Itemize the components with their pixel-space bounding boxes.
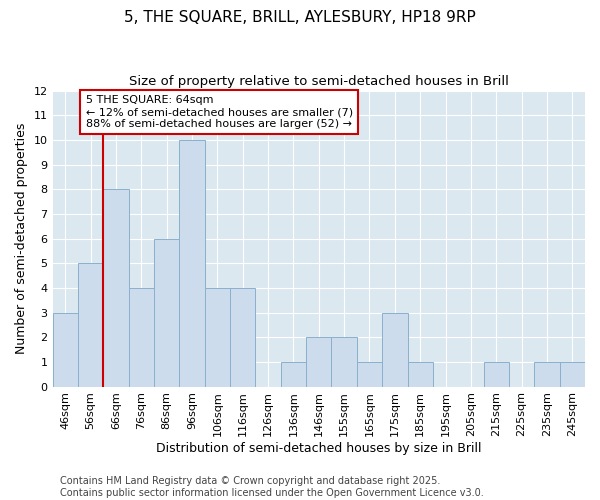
Bar: [205, 288, 230, 386]
Bar: [534, 362, 560, 386]
Bar: [53, 312, 78, 386]
Bar: [382, 312, 407, 386]
Bar: [357, 362, 382, 386]
Bar: [407, 362, 433, 386]
Bar: [154, 238, 179, 386]
Bar: [560, 362, 585, 386]
Bar: [331, 337, 357, 386]
Bar: [230, 288, 256, 386]
Bar: [78, 263, 103, 386]
X-axis label: Distribution of semi-detached houses by size in Brill: Distribution of semi-detached houses by …: [156, 442, 482, 455]
Bar: [306, 337, 331, 386]
Y-axis label: Number of semi-detached properties: Number of semi-detached properties: [15, 123, 28, 354]
Bar: [281, 362, 306, 386]
Text: 5 THE SQUARE: 64sqm
← 12% of semi-detached houses are smaller (7)
88% of semi-de: 5 THE SQUARE: 64sqm ← 12% of semi-detach…: [86, 96, 353, 128]
Title: Size of property relative to semi-detached houses in Brill: Size of property relative to semi-detach…: [129, 75, 509, 88]
Text: Contains HM Land Registry data © Crown copyright and database right 2025.
Contai: Contains HM Land Registry data © Crown c…: [60, 476, 484, 498]
Bar: [128, 288, 154, 386]
Bar: [179, 140, 205, 386]
Bar: [103, 189, 128, 386]
Bar: [484, 362, 509, 386]
Text: 5, THE SQUARE, BRILL, AYLESBURY, HP18 9RP: 5, THE SQUARE, BRILL, AYLESBURY, HP18 9R…: [124, 10, 476, 25]
